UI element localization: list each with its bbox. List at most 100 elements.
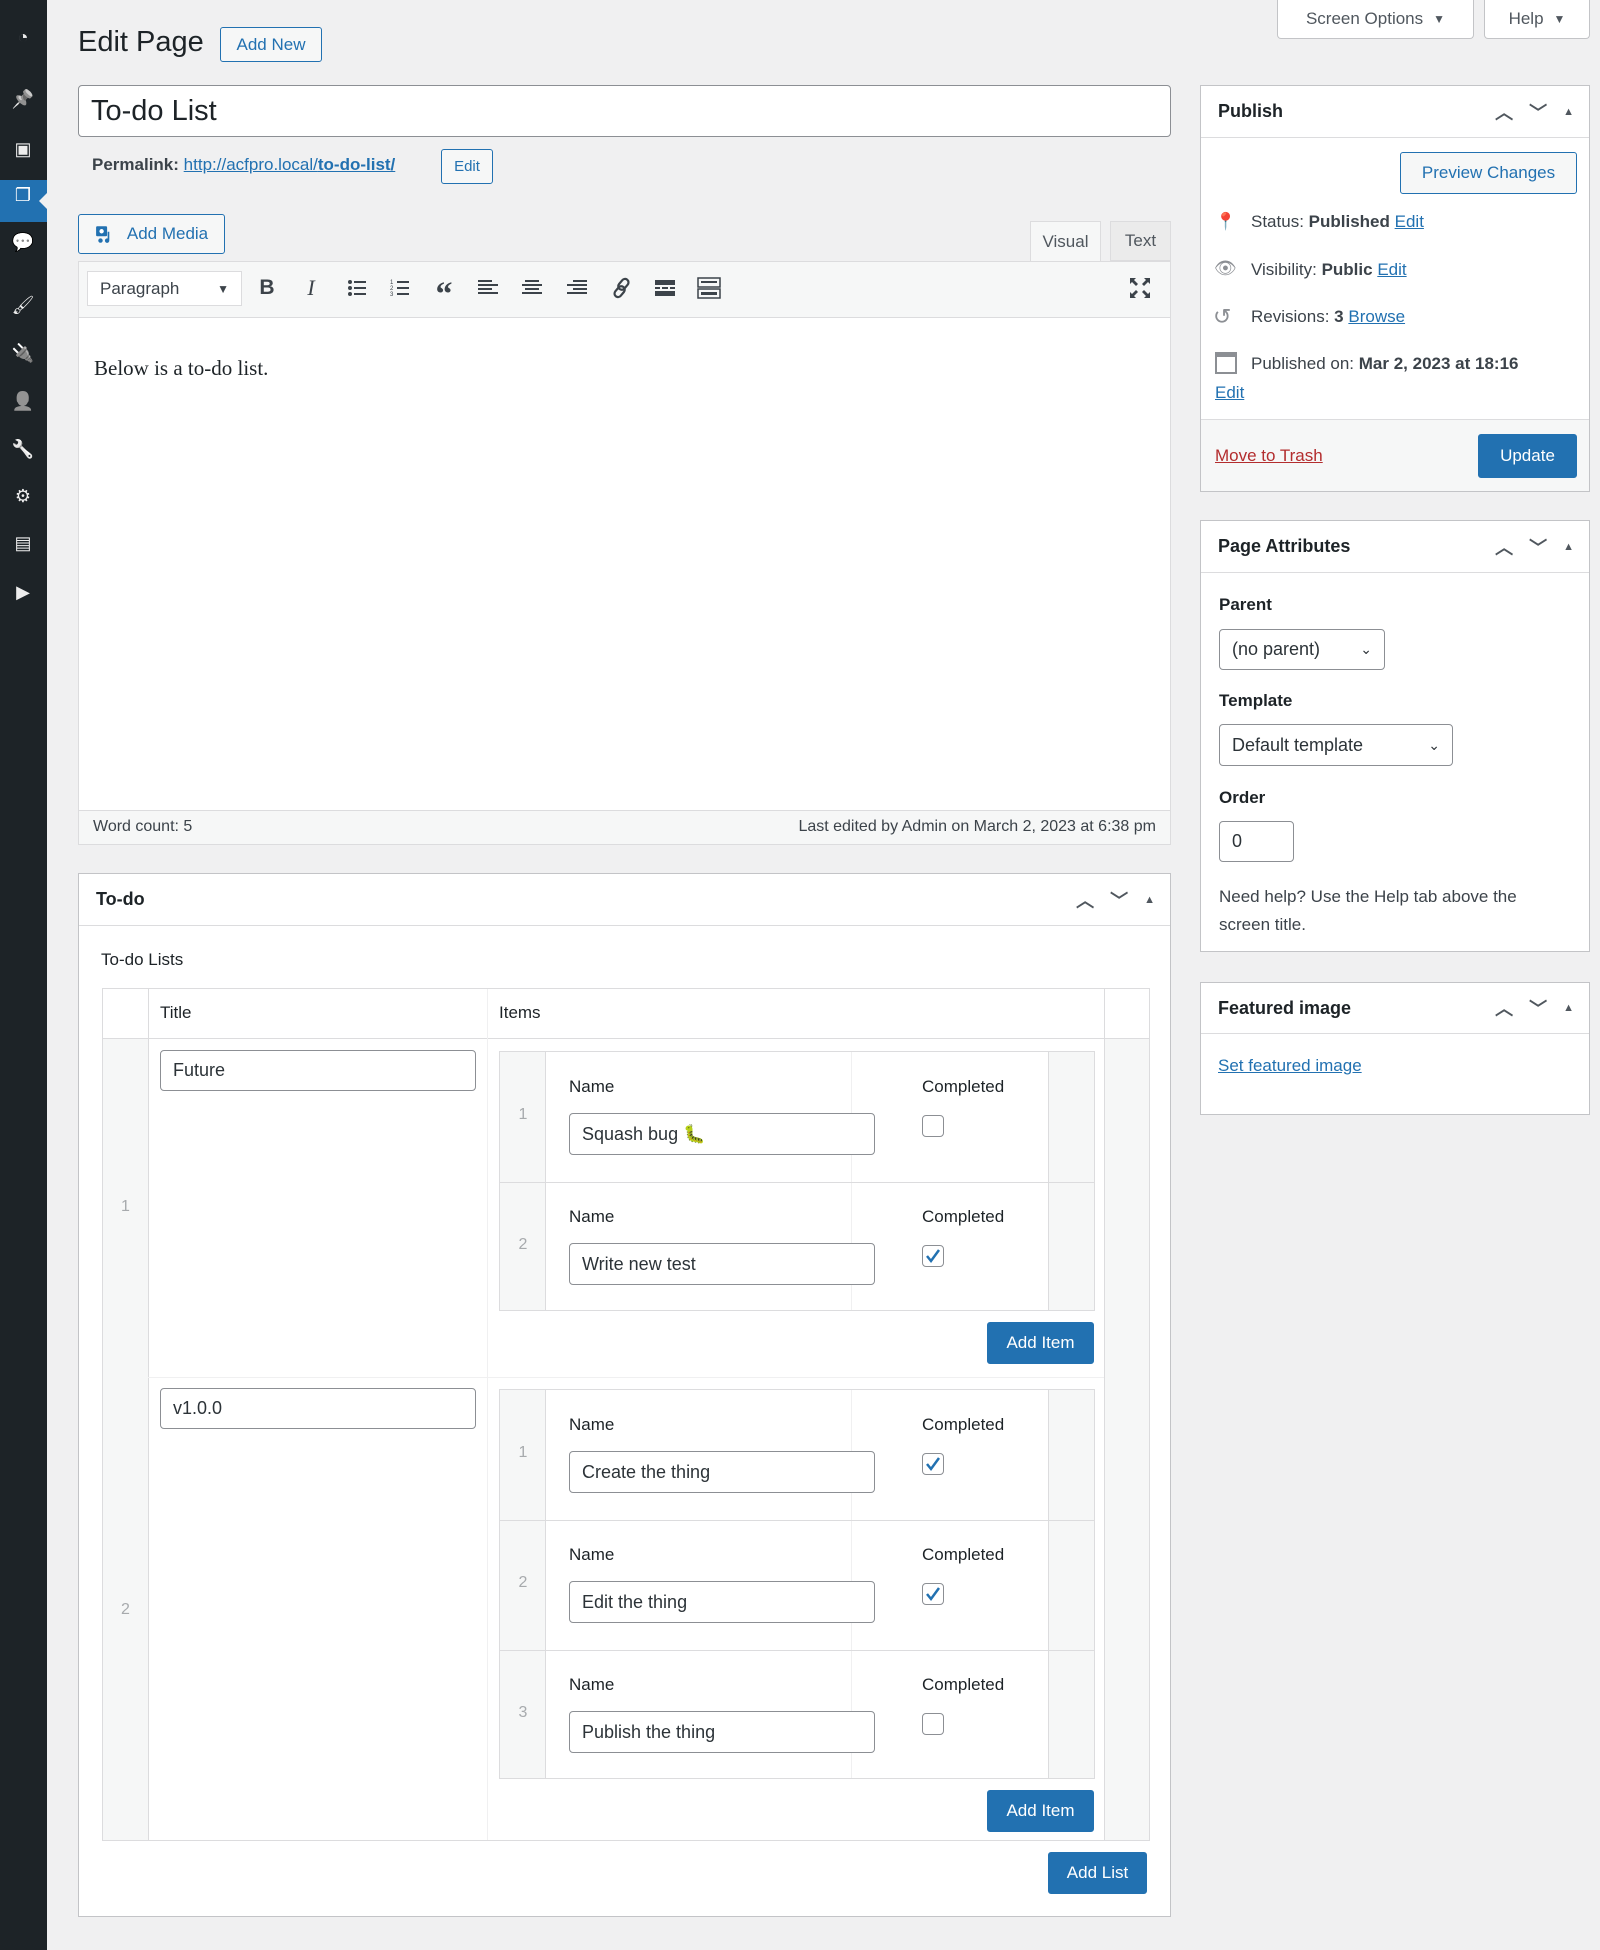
chevron-down-icon[interactable]: ﹀ [1529, 102, 1548, 123]
visibility-edit-link[interactable]: Edit [1377, 260, 1407, 279]
revisions-browse-link[interactable]: Browse [1348, 307, 1406, 326]
set-featured-image-link[interactable]: Set featured image [1218, 1056, 1362, 1075]
list-row-number[interactable]: 2 [121, 1601, 130, 1618]
item-row-number[interactable]: 2 [518, 1236, 528, 1253]
move-to-trash-link[interactable]: Move to Trash [1215, 446, 1323, 465]
plugins-icon[interactable]: 🔌 [11, 342, 35, 363]
row-actions-column [1105, 1039, 1149, 1840]
blockquote-icon[interactable]: “ [435, 276, 453, 313]
caret-down-icon: ▼ [217, 281, 229, 296]
item-row-number[interactable]: 1 [518, 1106, 528, 1123]
item-name-input[interactable]: Edit the thing [569, 1581, 875, 1623]
svg-text:1: 1 [390, 280, 394, 286]
item-row-number[interactable]: 3 [518, 1704, 528, 1721]
bold-icon[interactable]: B [259, 276, 275, 299]
featured-image-metabox: Featured image ︿ ﹀ ▲ Set featured image [1200, 982, 1590, 1115]
tab-visual[interactable]: Visual [1030, 221, 1101, 262]
tab-text[interactable]: Text [1110, 221, 1171, 261]
italic-icon[interactable]: I [307, 275, 315, 300]
item-completed-checkbox[interactable] [922, 1115, 944, 1137]
align-left-icon[interactable] [476, 276, 500, 300]
collapse-play-icon[interactable]: ▶ [16, 581, 30, 602]
chevron-down-icon[interactable]: ﹀ [1529, 537, 1548, 558]
comments-icon[interactable]: 💬 [11, 231, 35, 252]
toggle-triangle-icon[interactable]: ▲ [1144, 893, 1155, 906]
add-new-button[interactable]: Add New [220, 27, 322, 62]
row-divider [500, 1650, 1094, 1651]
admin-sidebar: ◔ 📌 ▣ ❐ 💬 🖌 🔌 👤 🔧 ⚙ ▤ ▶ [0, 0, 47, 1950]
help-label: Help [1508, 9, 1544, 28]
fullscreen-icon[interactable] [1128, 276, 1152, 300]
order-input[interactable]: 0 [1219, 821, 1294, 862]
item-name-input[interactable]: Write new test [569, 1243, 875, 1285]
media-icon[interactable]: ▣ [14, 138, 32, 159]
chevron-up-icon[interactable]: ︿ [1076, 890, 1095, 911]
permalink-edit-button[interactable]: Edit [441, 149, 493, 184]
item-completed-checkbox[interactable] [922, 1713, 944, 1735]
todo-lists-label: To-do Lists [101, 950, 184, 969]
toolbar-toggle-icon[interactable] [697, 276, 721, 300]
list-title-input[interactable]: Future [160, 1050, 476, 1091]
item-name-input[interactable]: Squash bug 🐛 [569, 1113, 875, 1155]
editor-content[interactable]: Below is a to-do list. [79, 318, 1170, 810]
update-button[interactable]: Update [1478, 434, 1577, 478]
item-completed-checkbox[interactable] [922, 1453, 944, 1475]
toggle-triangle-icon[interactable]: ▲ [1563, 105, 1574, 118]
item-name-input[interactable]: Publish the thing [569, 1711, 875, 1753]
item-row-number[interactable]: 1 [518, 1444, 528, 1461]
permalink-link[interactable]: http://acfpro.local/to-do-list/ [183, 155, 396, 174]
last-edited: Last edited by Admin on March 2, 2023 at… [798, 818, 1156, 835]
editor-text: Below is a to-do list. [94, 356, 269, 380]
chevron-up-icon[interactable]: ︿ [1495, 102, 1514, 123]
item-row-number[interactable]: 2 [518, 1574, 528, 1591]
featured-image-title: Featured image [1218, 997, 1352, 1018]
item-completed-checkbox[interactable] [922, 1245, 944, 1267]
dashboard-icon[interactable]: ◔ [17, 26, 29, 47]
template-select[interactable]: Default template ⌄ [1219, 724, 1453, 766]
settings-icon[interactable]: ⚙ [14, 485, 32, 506]
align-right-icon[interactable] [565, 276, 589, 300]
revisions-row: Revisions: 3 Browse [1251, 307, 1406, 326]
chevron-down-icon[interactable]: ﹀ [1110, 890, 1129, 911]
add-item-button[interactable]: Add Item [987, 1322, 1094, 1364]
chevron-down-icon[interactable]: ﹀ [1529, 999, 1548, 1019]
add-item-button[interactable]: Add Item [987, 1790, 1094, 1832]
list-row-number[interactable]: 1 [121, 1198, 130, 1215]
publish-title: Publish [1218, 101, 1284, 121]
published-on-edit-link[interactable]: Edit [1215, 383, 1245, 402]
add-list-button[interactable]: Add List [1048, 1852, 1147, 1894]
format-select-value: Paragraph [100, 278, 180, 298]
item-name-input[interactable]: Create the thing [569, 1451, 875, 1493]
align-center-icon[interactable] [520, 276, 544, 300]
bullet-list-icon[interactable] [345, 276, 369, 300]
users-icon[interactable]: 👤 [11, 390, 35, 411]
preview-changes-button[interactable]: Preview Changes [1400, 152, 1577, 194]
tools-wrench-icon[interactable]: 🔧 [11, 438, 35, 459]
item-actions-column [1048, 1390, 1094, 1778]
publish-metabox: Publish ︿ ﹀ ▲ Preview Changes 📍 Status: Pu… [1200, 85, 1590, 492]
chevron-up-icon[interactable]: ︿ [1495, 999, 1514, 1019]
checkmark-icon [926, 1249, 941, 1264]
custom-fields-icon[interactable]: ▤ [14, 532, 32, 553]
item-completed-label: Completed [922, 1675, 1005, 1694]
screen-options-button[interactable]: Screen Options ▼ [1277, 0, 1474, 39]
posts-pin-icon[interactable]: 📌 [11, 88, 35, 109]
read-more-icon[interactable] [653, 276, 677, 300]
pages-icon[interactable]: ❐ [14, 184, 32, 205]
parent-select[interactable]: (no parent) ⌄ [1219, 629, 1385, 670]
post-title-input[interactable]: To-do List [78, 85, 1171, 137]
column-divider [1104, 989, 1105, 1840]
chevron-up-icon[interactable]: ︿ [1495, 537, 1514, 558]
status-edit-link[interactable]: Edit [1394, 212, 1424, 231]
toggle-triangle-icon[interactable]: ▲ [1563, 1002, 1574, 1014]
format-select[interactable]: Paragraph ▼ [87, 271, 242, 306]
appearance-brush-icon[interactable]: 🖌 [11, 294, 35, 315]
add-media-button[interactable]: Add Media [78, 214, 225, 254]
item-completed-checkbox[interactable] [922, 1583, 944, 1605]
toggle-triangle-icon[interactable]: ▲ [1563, 540, 1574, 553]
list-title-input[interactable]: v1.0.0 [160, 1388, 476, 1429]
link-icon[interactable] [610, 276, 634, 300]
help-button[interactable]: Help ▼ [1484, 0, 1590, 39]
sidebar-active-indicator [0, 180, 47, 222]
